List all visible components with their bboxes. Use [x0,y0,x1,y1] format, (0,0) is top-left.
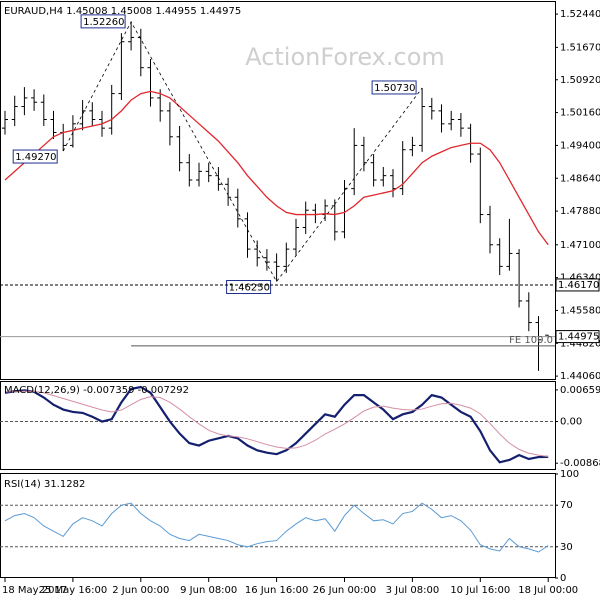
pivot-box [12,149,58,164]
series-line [4,385,549,464]
panel-title: EURAUD,H4 1.45008 1.45008 1.44955 1.4497… [4,6,241,17]
pivot-box [226,280,272,295]
y-tick-label: 1.48640 [560,173,600,184]
y-tick-label: 1.51670 [560,42,600,53]
y-tick-label: 1.47100 [560,240,600,251]
y-tick-label: 1.47880 [560,206,600,217]
watermark: ActionForex.com [245,43,445,71]
x-tick-label: 10 Jul 16:00 [450,585,510,596]
last-price-box [555,330,600,344]
x-tick-label: 3 Jul 08:00 [386,585,440,596]
x-tick-label: 2 Jun 00:00 [112,585,169,596]
y-tick-label: 1.45580 [560,305,600,316]
pivot-label: 1.52260 [83,17,124,28]
panel-title: MACD(12,26,9) -0.007359 -0.007292 [4,385,189,396]
pivot-label: 1.49270 [15,152,56,163]
x-tick-label: 18 May 2017 [2,585,67,596]
series-line [4,502,549,553]
fe-label: FE 100.0 [509,335,553,346]
pivot-box [371,80,417,95]
panel-title: RSI(14) 31.1282 [4,479,85,490]
x-tick-label: 16 Jun 16:00 [245,585,309,596]
pivot-label: 1.50730 [374,83,415,94]
x-tick-label: 18 Jul 00:00 [518,585,578,596]
y-tick-label: 0 [560,573,566,584]
pivot-box [80,14,126,29]
support-label: 1.46170 [558,280,599,291]
y-tick-label: 100 [560,469,579,480]
support-box [555,278,600,292]
y-tick-label: 0.006594 [560,385,600,396]
y-tick-label: 1.44060 [560,371,600,382]
last-price-label: 1.44975 [558,332,599,343]
pivot-label: 1.46250 [229,283,270,294]
y-tick-label: 1.50920 [560,75,600,86]
rsi-panel [0,473,556,578]
y-tick-label: 1.46340 [560,273,600,284]
y-tick-label: 1.49400 [560,140,600,151]
moving-average [4,90,549,246]
y-tick-label: 1.44820 [560,338,600,349]
x-tick-label: 25 May 16:00 [39,585,108,596]
y-tick-label: 70 [560,500,573,511]
y-tick-label: 0.00 [560,417,582,428]
y-tick-label: 1.52440 [560,9,600,20]
y-tick-label: -0.008687 [560,458,600,469]
series-line [5,390,549,458]
y-tick-label: 1.50160 [560,108,600,119]
x-tick-label: 9 Jun 08:00 [180,585,237,596]
zigzag [62,21,423,283]
y-tick-label: 30 [560,542,573,553]
x-tick-label: 26 Jun 00:00 [313,585,377,596]
macd-panel [0,381,556,470]
price-panel [0,1,556,380]
